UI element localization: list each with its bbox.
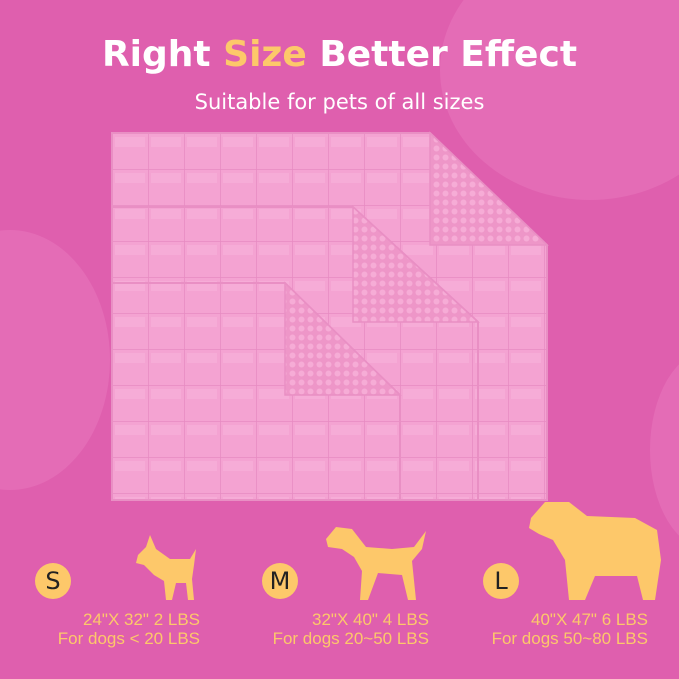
subtitle: Suitable for pets of all sizes — [194, 90, 485, 114]
size-dimensions: 32"X 40" 4 LBS — [312, 610, 429, 629]
size-dog-weight: For dogs < 20 LBS — [57, 629, 200, 648]
medium-dog-icon — [326, 527, 426, 600]
size-badge-m: M — [262, 563, 298, 599]
size-dimensions: 24"X 32" 2 LBS — [83, 610, 200, 629]
size-description: 40"X 47" 6 LBS For dogs 50~80 LBS — [460, 610, 648, 648]
blanket-medium-folded-corner — [352, 205, 480, 323]
size-badge-l: L — [483, 563, 519, 599]
size-dog-weight: For dogs 50~80 LBS — [491, 629, 648, 648]
size-badge-s: S — [35, 563, 71, 599]
background-blob — [440, 0, 679, 200]
background-blob — [0, 230, 110, 490]
headline-part-1: Right — [101, 34, 224, 75]
size-dog-weight: For dogs 20~50 LBS — [272, 629, 429, 648]
small-dog-icon — [136, 535, 196, 600]
headline-part-2: Better Effect — [306, 34, 578, 75]
background-blob — [650, 364, 679, 536]
blanket-small-folded-corner — [284, 281, 402, 396]
headline: Right Size Better Effect — [0, 34, 679, 75]
headline-highlight: Size — [223, 34, 307, 75]
blanket-large-folded-corner — [429, 131, 549, 246]
size-description: 32"X 40" 4 LBS For dogs 20~50 LBS — [250, 610, 429, 648]
large-dog-icon — [529, 502, 661, 600]
size-dimensions: 40"X 47" 6 LBS — [531, 610, 648, 629]
size-description: 24"X 32" 2 LBS For dogs < 20 LBS — [40, 610, 200, 648]
